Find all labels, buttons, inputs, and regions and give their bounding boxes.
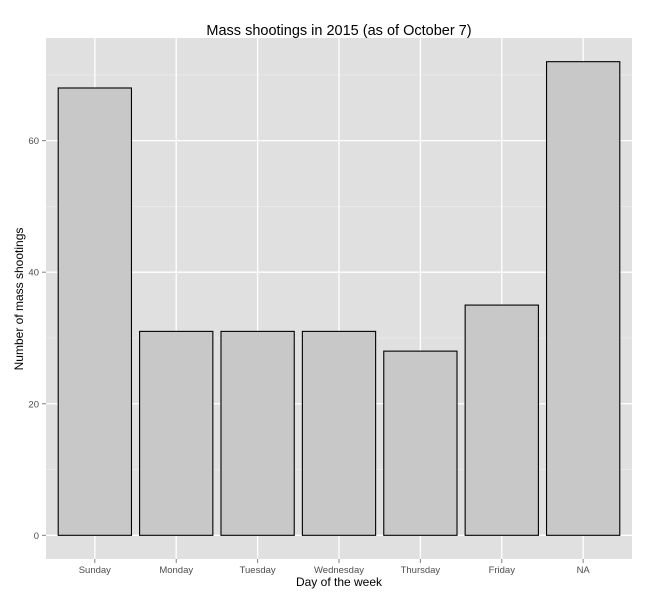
x-tick-label: Tuesday [240,565,276,576]
bar-na [545,61,621,536]
bar-thursday [383,350,458,536]
x-tick-label: Thursday [401,565,441,576]
bar-sunday [57,87,133,536]
y-tick-label: 20 [28,399,39,410]
chart-title: Mass shootings in 2015 (as of October 7) [206,23,471,39]
x-tick-label: Wednesday [314,565,364,576]
y-axis: 0 20 40 60 [28,136,46,542]
x-tick-label: Friday [489,565,516,576]
x-axis-title: Day of the week [296,575,383,589]
x-tick-label: Sunday [79,565,111,576]
x-tick-label: Monday [159,565,193,576]
y-tick-label: 60 [28,136,39,147]
bar-tuesday [220,330,295,536]
y-tick-label: 40 [28,268,39,279]
x-tick-label: NA [577,565,591,576]
y-tick-label: 0 [34,531,39,542]
bars [57,61,621,536]
x-axis: Sunday Monday Tuesday Wednesday Thursday Frid… [79,559,591,576]
bar-monday [139,330,214,536]
bar-wednesday [301,330,377,536]
bar-friday [464,304,539,536]
y-axis-title: Number of mass shootings [12,228,26,371]
